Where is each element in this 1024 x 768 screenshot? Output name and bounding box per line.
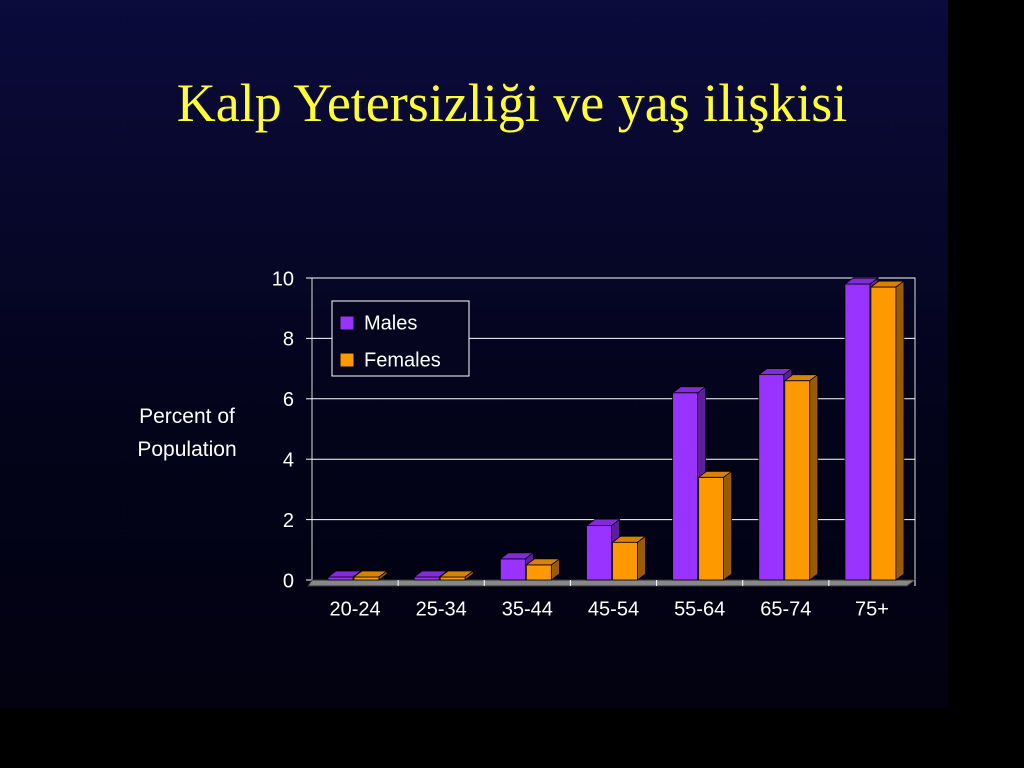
bar-front [586, 525, 612, 581]
bar [413, 570, 449, 581]
bar-front [784, 380, 811, 581]
y-tick-label: 2 [283, 510, 294, 532]
bar-side [809, 373, 819, 581]
legend-label: Males [364, 312, 417, 334]
bar-side [378, 570, 388, 581]
x-tick-label: 45-54 [588, 598, 639, 620]
bar-front [844, 283, 871, 581]
bar-front [870, 286, 897, 581]
bar-front [525, 564, 552, 581]
bar-front [439, 576, 466, 581]
bar [352, 570, 389, 581]
slide [0, 0, 948, 708]
x-tick-label: 65-74 [760, 598, 811, 620]
bar-front [698, 476, 725, 581]
bar-side [895, 280, 905, 581]
bar-side [723, 470, 733, 581]
bar-front [499, 558, 526, 581]
bar [439, 570, 475, 581]
y-tick-label: 6 [283, 389, 294, 411]
bar-front [353, 576, 380, 581]
bar [783, 373, 819, 581]
bar [869, 280, 906, 581]
y-tick-label: 8 [283, 329, 294, 351]
floor [307, 579, 917, 587]
y-tick-label: 0 [283, 570, 294, 592]
bar [611, 535, 647, 581]
bar-side [637, 535, 646, 581]
chart-title: Kalp Yetersizliği ve yaş ilişkisi [176, 73, 848, 133]
bar [697, 470, 733, 581]
bar-side [550, 558, 560, 581]
bar-front [758, 374, 785, 581]
x-tick-label: 25-34 [416, 598, 467, 620]
bar-side [464, 570, 474, 581]
bar-front [672, 392, 699, 581]
x-tick-label: 55-64 [674, 598, 725, 620]
legend-box [331, 300, 470, 377]
bar [525, 558, 561, 581]
x-tick-label: 35-44 [502, 598, 553, 620]
x-tick-label: 75+ [855, 598, 889, 620]
legend-swatch [339, 315, 355, 331]
y-tick-label: 10 [272, 268, 294, 290]
legend-label: Females [364, 349, 441, 371]
bar-front [612, 541, 638, 581]
bar-front [327, 576, 354, 581]
legend-swatch [339, 352, 355, 368]
y-tick-label: 4 [283, 449, 294, 471]
bar-front [413, 576, 440, 581]
y-axis-label: Percent of Population [137, 405, 237, 461]
x-tick-label: 20-24 [329, 598, 380, 620]
